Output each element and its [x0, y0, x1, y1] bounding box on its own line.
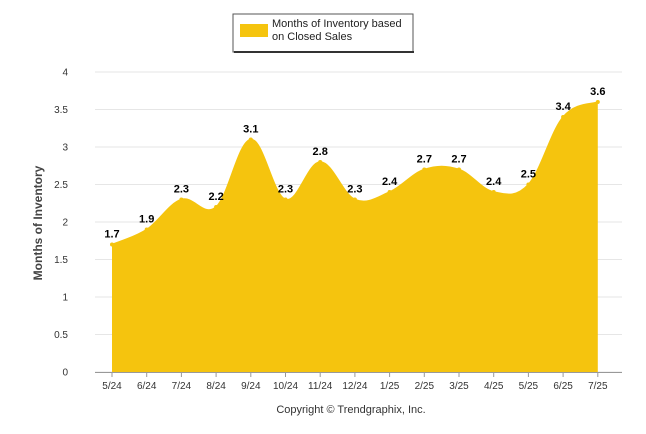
data-label: 2.4 [382, 176, 398, 188]
data-point[interactable] [595, 100, 600, 104]
data-point[interactable] [561, 115, 566, 119]
data-point[interactable] [491, 190, 496, 194]
copyright-text: Copyright © Trendgraphix, Inc. [276, 404, 425, 416]
data-label: 2.7 [451, 154, 466, 166]
x-tick-label: 6/25 [553, 381, 573, 392]
data-label-layer: 1.7 1.9 2.3 2.2 3.1 2.3 2.8 2.3 2.4 2.7 2.7 2.4 2.5 3… [104, 86, 605, 247]
data-point[interactable] [248, 137, 253, 142]
y-tick-label: 0.5 [54, 330, 68, 341]
y-tick-label: 4 [62, 68, 68, 79]
area-series-line [111, 101, 599, 246]
legend-line-1: Months of Inventory based [272, 18, 402, 30]
data-label: 3.1 [243, 124, 258, 136]
data-label: 1.9 [139, 214, 154, 226]
y-tick-label: 3 [62, 143, 68, 154]
x-tick-label: 8/24 [206, 381, 226, 392]
data-label: 2.3 [174, 184, 189, 196]
data-point[interactable] [283, 197, 288, 202]
y-tick-label: 1.5 [54, 255, 68, 266]
x-tick-label: 10/24 [273, 381, 298, 392]
data-label: 3.4 [555, 101, 571, 113]
data-label: 2.5 [521, 169, 536, 181]
y-axis-title: Months of Inventory [31, 165, 45, 280]
axis-layer: 0 0.5 1 1.5 2 2.5 3 3.5 4 5/24 6/24 7/24 8/24 9/24 10/… [54, 68, 622, 392]
data-label: 2.3 [347, 184, 362, 196]
data-point[interactable] [318, 160, 323, 164]
x-tick-label: 7/25 [588, 381, 608, 392]
legend-swatch [240, 24, 268, 37]
data-point[interactable] [457, 167, 461, 172]
x-tick-label: 1/25 [380, 381, 400, 392]
data-label: 3.6 [590, 86, 605, 98]
data-point[interactable] [526, 182, 531, 187]
data-point[interactable] [387, 190, 392, 194]
x-tick-label: 9/24 [241, 381, 261, 392]
x-tick-label: 7/24 [172, 381, 192, 392]
y-tick-label: 3.5 [54, 105, 68, 116]
data-point[interactable] [110, 242, 114, 247]
data-label: 1.7 [104, 229, 119, 241]
data-point[interactable] [352, 197, 357, 202]
x-tick-label: 5/24 [102, 381, 122, 392]
data-label: 2.2 [208, 191, 223, 203]
x-tick-label: 3/25 [449, 381, 469, 392]
y-tick-label: 2.5 [54, 180, 68, 191]
x-tick-label: 4/25 [484, 381, 504, 392]
legend-line-2: on Closed Sales [272, 31, 353, 43]
data-label: 2.7 [417, 154, 432, 166]
data-label: 2.8 [313, 146, 328, 158]
data-point[interactable] [144, 227, 149, 232]
data-label: 2.3 [278, 184, 293, 196]
x-tick-label: 2/25 [415, 381, 435, 392]
x-tick-label: 6/24 [137, 381, 157, 392]
x-tick-label: 11/24 [308, 381, 333, 392]
legend[interactable]: Months of Inventory based on Closed Sale… [232, 13, 414, 53]
x-tick-label: 5/25 [519, 381, 539, 392]
y-tick-label: 0 [62, 368, 68, 379]
area-series-fill [112, 102, 598, 372]
data-point[interactable] [422, 167, 427, 172]
x-tick-label: 12/24 [342, 381, 367, 392]
area-layer [111, 101, 599, 372]
y-tick-label: 1 [62, 293, 68, 304]
data-point[interactable] [179, 197, 184, 202]
y-tick-label: 2 [62, 218, 68, 229]
data-point[interactable] [214, 205, 219, 209]
data-label: 2.4 [486, 176, 502, 188]
